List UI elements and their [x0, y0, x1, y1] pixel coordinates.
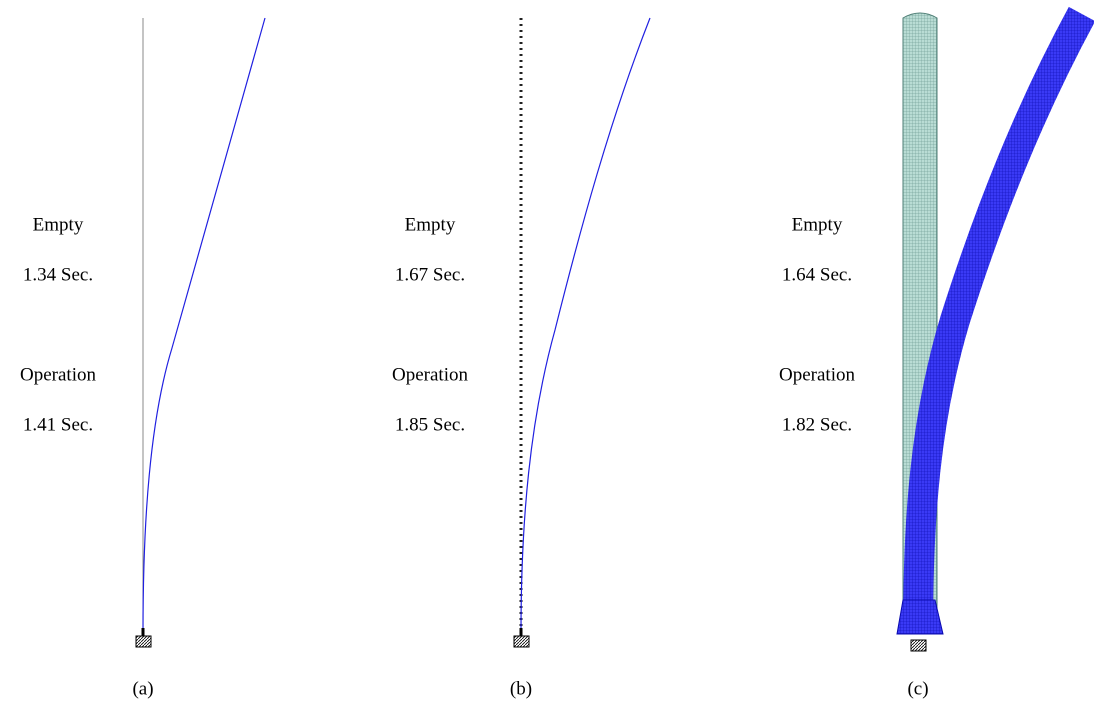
mode-shape [521, 18, 650, 632]
empty-label: Empty [405, 214, 456, 235]
operation-period: 1.85 Sec. [395, 414, 465, 435]
deformed-tower [918, 14, 1082, 632]
panel-c: Empty 1.64 Sec. Operation 1.82 Sec. (c) [779, 13, 1082, 699]
panel-a: Empty 1.34 Sec. Operation 1.41 Sec. (a) [20, 18, 265, 699]
empty-label: Empty [33, 214, 84, 235]
empty-period: 1.64 Sec. [782, 264, 852, 285]
empty-period: 1.67 Sec. [395, 264, 465, 285]
deformed-base [897, 600, 943, 634]
caption: (c) [907, 678, 928, 699]
operation-label: Operation [392, 364, 468, 385]
panel-b: Empty 1.67 Sec. Operation 1.85 Sec. (b) [392, 18, 650, 699]
empty-period: 1.34 Sec. [23, 264, 93, 285]
operation-period: 1.82 Sec. [782, 414, 852, 435]
caption: (b) [510, 678, 532, 699]
foundation [514, 636, 529, 647]
mode-shape [143, 18, 265, 632]
operation-period: 1.41 Sec. [23, 414, 93, 435]
foundation [136, 636, 151, 647]
operation-label: Operation [779, 364, 855, 385]
figure: Empty 1.34 Sec. Operation 1.41 Sec. (a) … [0, 0, 1094, 706]
foundation [911, 640, 926, 651]
operation-label: Operation [20, 364, 96, 385]
caption: (a) [132, 678, 153, 699]
empty-label: Empty [792, 214, 843, 235]
